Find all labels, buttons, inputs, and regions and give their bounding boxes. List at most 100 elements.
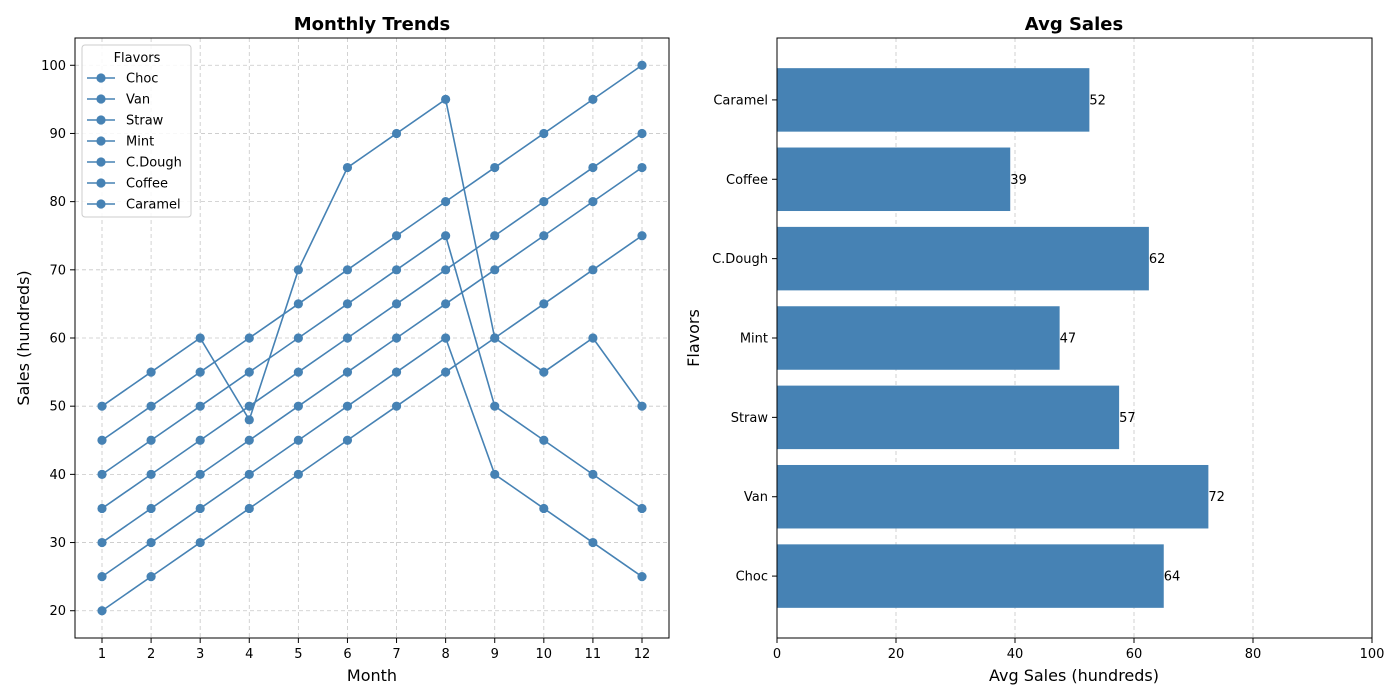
legend-entry: Coffee (87, 177, 168, 192)
data-point (391, 299, 402, 309)
data-point (588, 265, 598, 275)
series-van (97, 60, 647, 445)
data-point (342, 367, 353, 377)
x-tick-label: 6 (343, 647, 351, 662)
y-tick-label: 70 (49, 263, 66, 278)
bar-c-dough (777, 226, 1149, 291)
legend-entry: Straw (87, 114, 164, 129)
y-tick-label: Coffee (726, 173, 768, 188)
data-point (539, 231, 549, 241)
data-point (97, 537, 107, 548)
data-point (342, 299, 353, 309)
data-point (244, 435, 254, 445)
data-point (637, 572, 647, 582)
y-tick-label: 20 (49, 604, 66, 619)
data-point (146, 537, 156, 548)
data-point (293, 401, 303, 411)
x-tick-label: 40 (1007, 647, 1024, 662)
data-point (146, 435, 156, 445)
data-point (293, 469, 303, 479)
series-mint (97, 128, 647, 514)
data-point (391, 265, 402, 275)
data-point (588, 333, 598, 343)
x-tick-label: 10 (536, 647, 553, 662)
bar-data-label: 39 (1010, 173, 1027, 188)
bar-van (777, 464, 1209, 529)
data-point (97, 469, 107, 479)
data-point (244, 415, 254, 425)
x-tick-label: 5 (294, 647, 302, 662)
bar-chart-panel: Avg Sales 64 72 57 47 62 39 52 0 20 40 60 80 100 Ch… (684, 14, 1384, 685)
x-tick-label: 1 (98, 647, 106, 662)
data-point (441, 94, 451, 104)
x-tick-label: 60 (1126, 647, 1143, 662)
y-tick-label: Mint (740, 332, 768, 347)
legend-marker (96, 136, 106, 146)
legend-marker (96, 94, 106, 104)
data-point (293, 299, 303, 309)
data-point (195, 401, 205, 411)
y-tick-label: Straw (731, 411, 769, 426)
line-chart-x-label: Month (347, 666, 397, 685)
data-point (539, 197, 549, 207)
data-point (637, 503, 647, 514)
x-tick-label: 3 (196, 647, 204, 662)
line-chart-legend: Flavors Choc Van Straw Mint C.Dough Coffee Car… (81, 44, 192, 218)
legend-marker (96, 199, 106, 209)
bar-data-label: 62 (1149, 252, 1166, 267)
data-point (588, 197, 598, 207)
legend-entry: Choc (87, 72, 158, 87)
data-point (342, 333, 353, 343)
line-chart-y-label: Sales (hundreds) (14, 270, 33, 405)
y-tick-label: Choc (736, 570, 768, 585)
data-point (293, 367, 303, 377)
legend-marker (96, 115, 106, 125)
legend-entries: Choc Van Straw Mint C.Dough Coffee Caramel (87, 72, 182, 213)
series-line (101, 166, 643, 544)
legend-frame (81, 44, 192, 218)
series-line (101, 98, 643, 422)
series-line (101, 336, 643, 578)
y-tick-label: 30 (49, 536, 66, 551)
legend-entry: Caramel (87, 198, 181, 213)
data-point (146, 572, 156, 582)
bar-chart-x-axis: 0 20 40 60 80 100 (773, 638, 1384, 662)
data-point (588, 94, 598, 104)
y-tick-label: Van (744, 490, 768, 505)
bar-chart-y-label: Flavors (684, 309, 703, 367)
legend-title: Flavors (114, 51, 161, 66)
series-caramel (97, 231, 647, 616)
data-point (195, 503, 205, 514)
data-point (195, 435, 205, 445)
legend-entry: Mint (87, 135, 154, 150)
data-point (490, 333, 500, 343)
data-point (97, 435, 107, 445)
data-point (637, 231, 647, 241)
data-point (195, 333, 205, 343)
y-tick-label: C.Dough (712, 252, 768, 267)
bar-chart-y-axis: Choc Van Straw Mint C.Dough Coffee Caramel (712, 93, 777, 585)
data-point (637, 162, 647, 173)
bar-data-label: 57 (1119, 411, 1136, 426)
line-chart-panel: Monthly Trends 1 2 3 4 5 6 7 8 9 10 11 12 203040506… (14, 14, 670, 685)
data-point (391, 231, 402, 241)
data-point (490, 469, 500, 479)
data-point (490, 162, 500, 173)
bar-data-label: 64 (1164, 570, 1181, 585)
y-tick-label: 40 (49, 468, 66, 483)
data-point (441, 197, 451, 207)
series-line (101, 64, 643, 441)
legend-entry: C.Dough (87, 156, 182, 171)
x-tick-label: 0 (773, 647, 781, 662)
data-point (195, 469, 205, 479)
legend-marker (96, 73, 106, 83)
data-point (293, 333, 303, 343)
legend-label: Van (126, 93, 150, 108)
data-point (391, 128, 402, 139)
data-point (342, 401, 353, 411)
data-point (293, 265, 303, 275)
data-point (490, 401, 500, 411)
data-point (539, 367, 549, 377)
data-point (391, 333, 402, 343)
data-point (195, 367, 205, 377)
